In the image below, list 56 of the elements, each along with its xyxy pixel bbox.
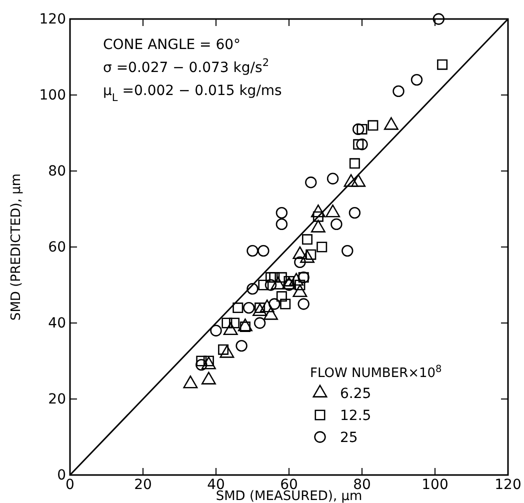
point (280, 298, 291, 310)
point (246, 244, 258, 257)
point (312, 211, 324, 222)
annotation: σ =0.027 − 0.073 kg/s$^{2}$ (103, 57, 269, 76)
point (348, 206, 361, 219)
x-tick-label: 80 (353, 476, 371, 493)
y-tick-label: 100 (39, 87, 66, 104)
annotation: CONE ANGLE = 60° (103, 37, 241, 53)
legend-label: 6.25 (340, 386, 372, 402)
point (392, 85, 404, 98)
point (356, 138, 368, 150)
point (353, 139, 364, 150)
x-tick-label: 120 (494, 476, 522, 493)
legend-label: 25 (340, 430, 358, 446)
point (268, 298, 280, 310)
point (437, 59, 448, 70)
y-tick-label: 120 (39, 11, 66, 28)
point (258, 244, 270, 257)
point (305, 176, 317, 188)
point (352, 123, 364, 136)
point (276, 291, 287, 302)
point (276, 218, 288, 230)
point (276, 206, 288, 219)
point (265, 272, 276, 283)
point (246, 282, 258, 295)
point (368, 120, 378, 131)
annotation: μ$_{L}$ =0.002 − 0.015 kg/ms (103, 83, 282, 104)
point (243, 302, 255, 314)
point (342, 244, 354, 257)
y-tick-label: 40 (48, 315, 66, 332)
point (294, 256, 306, 268)
point (349, 158, 360, 169)
point (410, 74, 423, 86)
point (264, 279, 277, 291)
x-tick-label: 100 (422, 476, 448, 493)
point (302, 234, 313, 245)
point (196, 358, 208, 371)
y-axis-title: SMD (PREDICTED), μm (9, 173, 24, 321)
point (316, 242, 328, 252)
point (356, 124, 368, 134)
legend-title: FLOW NUMBER×10$^{8}$ (310, 364, 442, 381)
point (254, 317, 266, 329)
point (196, 356, 207, 366)
point (232, 302, 244, 314)
point (330, 218, 342, 230)
y-tick-label: 20 (48, 391, 66, 408)
y-tick-label: 80 (48, 163, 66, 180)
x-tick-label: 20 (134, 476, 152, 493)
point (298, 298, 310, 310)
legend-label: 12.5 (340, 408, 372, 424)
y-tick-label: 60 (48, 239, 66, 256)
point (326, 172, 339, 184)
point (210, 324, 222, 336)
point (258, 280, 269, 290)
point (236, 340, 248, 352)
point (432, 13, 444, 25)
